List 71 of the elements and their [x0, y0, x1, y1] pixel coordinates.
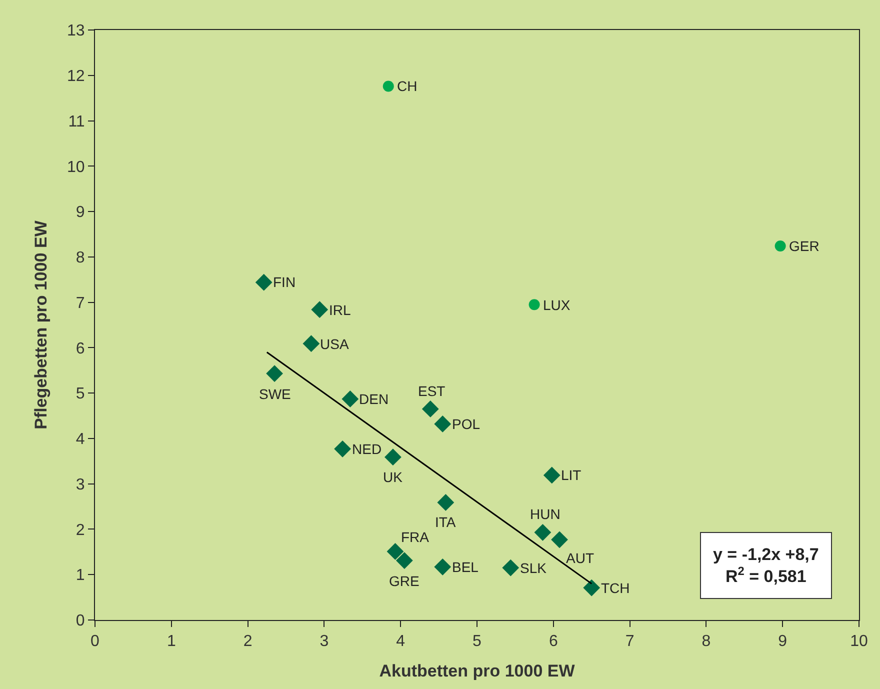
x-tick-label: 1	[166, 633, 176, 650]
point	[437, 494, 454, 511]
point	[583, 579, 600, 596]
annotation: UK	[383, 469, 404, 485]
y-tick-label: 6	[76, 340, 85, 358]
annotation: FRA	[401, 529, 430, 545]
point	[534, 524, 552, 541]
point	[422, 400, 439, 418]
x-tick-label: 6	[548, 633, 558, 650]
annotation: ITA	[435, 514, 456, 530]
annotation: AUT	[566, 550, 594, 566]
y-tick-label: 0	[76, 612, 85, 630]
annotation: DEN	[359, 391, 389, 407]
annotation: LUX	[543, 297, 571, 313]
annotation: LIT	[561, 467, 582, 483]
point	[528, 299, 540, 310]
y-tick-label: 9	[76, 204, 85, 222]
point	[311, 301, 328, 318]
annotation: y = -1,2x +8,7	[713, 545, 819, 564]
point	[334, 440, 351, 458]
y-tick-label: 1	[76, 567, 85, 584]
x-tick-label: 4	[396, 633, 406, 650]
y-tick-label: 7	[76, 294, 85, 312]
annotation: R$^{2}$ = 0,581	[726, 564, 806, 586]
y-tick-label: 2	[76, 522, 85, 539]
point	[551, 531, 568, 548]
x-tick-label: 3	[320, 633, 329, 650]
y-tick-label: 5	[76, 386, 85, 403]
annotation: GER	[789, 238, 820, 254]
point	[266, 365, 283, 382]
y-tick-label: 12	[67, 68, 85, 85]
annotation: POL	[452, 416, 480, 432]
annotation: HUN	[530, 506, 560, 522]
x-axis-title: Akutbetten pro 1000 EW	[379, 662, 576, 681]
x-tick-label: 10	[850, 633, 868, 650]
y-tick-label: 11	[68, 113, 85, 130]
y-tick-label: 3	[76, 476, 85, 494]
point	[396, 552, 413, 569]
point	[302, 335, 320, 352]
x-tick-label: 0	[90, 633, 100, 650]
point	[434, 415, 452, 432]
annotation: IRL	[329, 302, 351, 318]
y-tick-label: 13	[67, 22, 85, 40]
y-tick-label: 10	[67, 158, 85, 176]
y-tick-label: 4	[76, 431, 85, 448]
y-axis-title: Pflegebetten pro 1000 EW	[32, 220, 51, 430]
point	[434, 558, 452, 576]
annotation: SWE	[259, 386, 291, 402]
annotation: GRE	[389, 573, 420, 589]
x-tick-label: 2	[243, 633, 252, 650]
annotation: USA	[320, 336, 350, 352]
point	[543, 466, 560, 484]
point	[384, 448, 402, 466]
point	[382, 80, 394, 92]
annotation: FIN	[273, 274, 296, 290]
x-tick-label: 7	[625, 633, 634, 650]
annotation: TCH	[601, 580, 630, 596]
point	[774, 240, 786, 252]
annotation: NED	[352, 441, 382, 457]
annotation: EST	[418, 383, 446, 399]
x-tick-label: 9	[778, 633, 788, 650]
annotation: CH	[397, 78, 418, 94]
point	[342, 390, 359, 408]
annotation: BEL	[452, 559, 479, 575]
point	[386, 543, 404, 560]
y-tick-label: 8	[76, 250, 85, 267]
point	[255, 274, 272, 291]
point	[502, 559, 520, 576]
annotation: SLK	[520, 560, 548, 576]
x-tick-label: 8	[702, 633, 711, 650]
x-tick-label: 5	[472, 633, 482, 650]
